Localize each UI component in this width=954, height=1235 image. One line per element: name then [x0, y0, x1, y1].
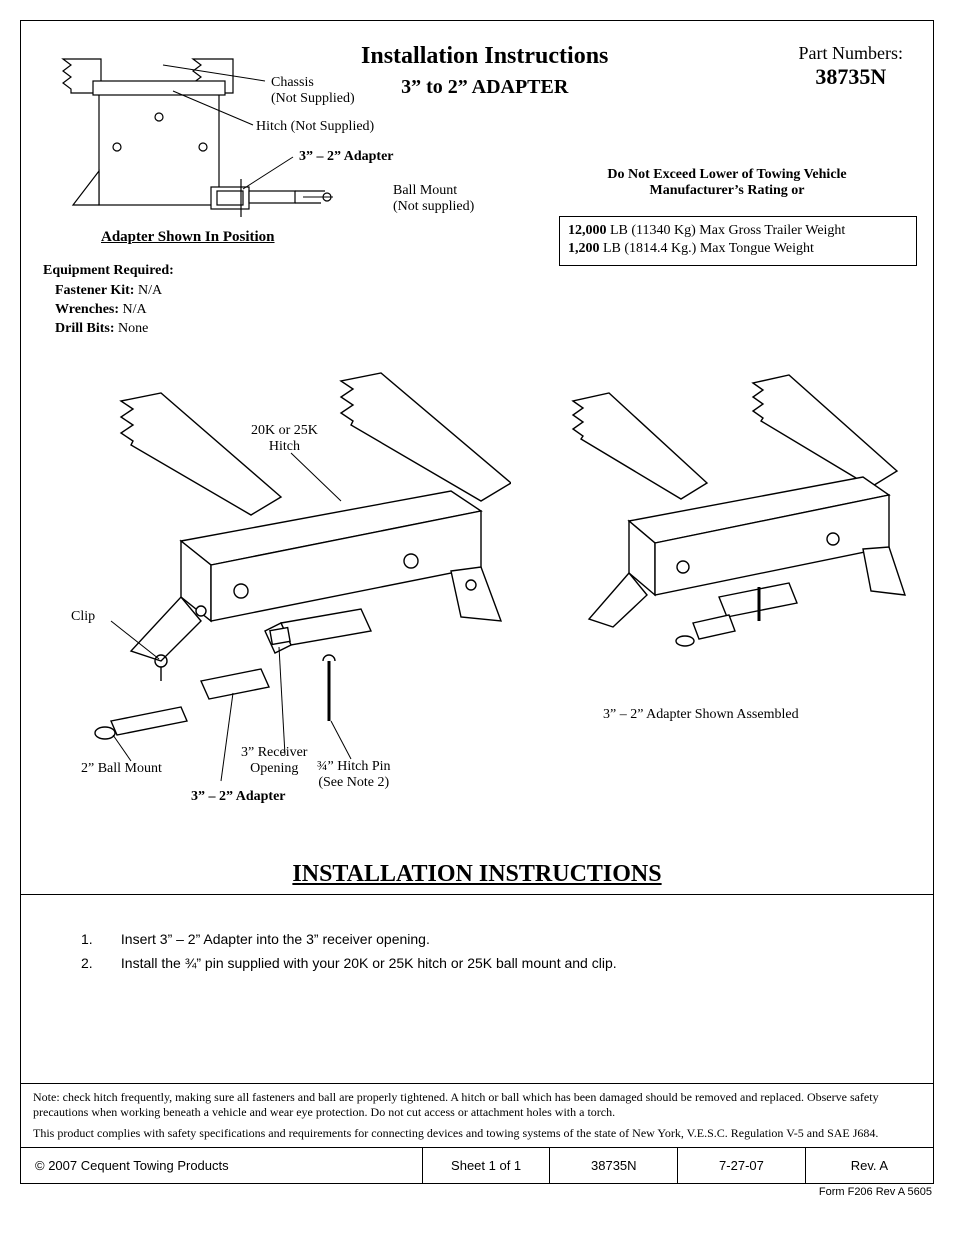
mid-diagram-left: 20K or 25K Hitch Clip 2” Ball Mount 3” –…: [51, 361, 511, 821]
weight-gross-bold: 12,000: [568, 223, 607, 238]
footer-sheet: Sheet 1 of 1: [422, 1148, 550, 1184]
weight-gross-rest: LB (11340 Kg) Max Gross Trailer Weight: [607, 223, 846, 238]
step-1-num: 1.: [81, 931, 117, 947]
small-diagram: Chassis (Not Supplied) Hitch (Not Suppli…: [43, 41, 333, 251]
equipment-fastener-val: N/A: [138, 283, 162, 298]
step-1: 1. Insert 3” – 2” Adapter into the 3” re…: [81, 931, 883, 947]
weight-box: 12,000 LB (11340 Kg) Max Gross Trailer W…: [559, 216, 917, 266]
footer-date: 7-27-07: [678, 1148, 806, 1184]
page: Installation Instructions 3” to 2” ADAPT…: [20, 20, 934, 1184]
equipment-block: Equipment Required: Fastener Kit: N/A Wr…: [43, 263, 174, 340]
equipment-fastener-label: Fastener Kit:: [55, 283, 134, 298]
callout-pin-text: ¾” Hitch Pin (See Note 2): [317, 759, 391, 790]
callout-chassis-text: Chassis: [271, 75, 314, 90]
equipment-wrenches: Wrenches: N/A: [55, 302, 174, 318]
callout-ballmount: Ball Mount (Not supplied): [393, 183, 474, 215]
callout-receiver-text: 3” Receiver Opening: [241, 745, 307, 776]
part-number: 38735N: [799, 64, 903, 90]
warning-text: Do Not Exceed Lower of Towing Vehicle Ma…: [577, 167, 877, 199]
callout-hitch: Hitch (Not Supplied): [256, 119, 374, 135]
title-main: Installation Instructions: [361, 43, 608, 70]
equipment-drill: Drill Bits: None: [55, 321, 174, 337]
equipment-drill-label: Drill Bits:: [55, 321, 115, 336]
footer-copyright: © 2007 Cequent Towing Products: [21, 1148, 422, 1184]
step-2-text: Install the ¾” pin supplied with your 20…: [121, 955, 617, 971]
mid-diagram-right: 3” – 2” Adapter Shown Assembled: [533, 361, 913, 741]
callout-ballmount-ns: (Not supplied): [393, 199, 474, 214]
callout-clip: Clip: [71, 609, 95, 625]
mid-section: 20K or 25K Hitch Clip 2” Ball Mount 3” –…: [21, 361, 933, 851]
title-block: Installation Instructions 3” to 2” ADAPT…: [361, 43, 608, 99]
weight-tongue-bold: 1,200: [568, 241, 600, 256]
step-2-num: 2.: [81, 955, 117, 971]
small-diagram-caption: Adapter Shown In Position: [101, 229, 275, 246]
equipment-drill-val: None: [118, 321, 148, 336]
equipment-wrenches-val: N/A: [123, 302, 147, 317]
steps-block: 1. Insert 3” – 2” Adapter into the 3” re…: [21, 895, 933, 1083]
callout-2in-ball: 2” Ball Mount: [81, 761, 162, 777]
equipment-fastener: Fastener Kit: N/A: [55, 283, 174, 299]
callout-adapter-big: 3” – 2” Adapter: [191, 789, 286, 805]
weight-gross: 12,000 LB (11340 Kg) Max Gross Trailer W…: [568, 223, 908, 239]
callout-receiver: 3” Receiver Opening: [241, 745, 307, 777]
instructions-header: INSTALLATION INSTRUCTIONS: [21, 861, 933, 888]
step-1-text: Insert 3” – 2” Adapter into the 3” recei…: [121, 931, 430, 947]
callout-pin: ¾” Hitch Pin (See Note 2): [317, 759, 391, 791]
callout-chassis-ns: (Not Supplied): [271, 91, 355, 106]
callout-hitch-big: 20K or 25K Hitch: [251, 423, 318, 455]
weight-tongue-rest: LB (1814.4 Kg.) Max Tongue Weight: [600, 241, 814, 256]
compliance-text: This product complies with safety specif…: [21, 1124, 933, 1147]
callout-adapter: 3” – 2” Adapter: [299, 149, 394, 165]
part-label: Part Numbers:: [799, 43, 903, 64]
callout-ballmount-text: Ball Mount: [393, 183, 457, 198]
footer-part: 38735N: [550, 1148, 678, 1184]
mid-right-caption: 3” – 2” Adapter Shown Assembled: [603, 707, 799, 723]
equipment-wrenches-label: Wrenches:: [55, 302, 119, 317]
note-text: Note: check hitch frequently, making sur…: [21, 1083, 933, 1124]
callout-chassis: Chassis (Not Supplied): [271, 75, 355, 107]
top-section: Installation Instructions 3” to 2” ADAPT…: [21, 21, 933, 361]
form-id: Form F206 Rev A 5605: [20, 1186, 932, 1198]
footer-rev: Rev. A: [805, 1148, 933, 1184]
step-2: 2. Install the ¾” pin supplied with your…: [81, 955, 883, 971]
footer-table: © 2007 Cequent Towing Products Sheet 1 o…: [21, 1147, 933, 1183]
part-block: Part Numbers: 38735N: [799, 43, 903, 90]
weight-tongue: 1,200 LB (1814.4 Kg.) Max Tongue Weight: [568, 241, 908, 257]
equipment-header: Equipment Required:: [43, 263, 174, 279]
title-sub: 3” to 2” ADAPTER: [361, 76, 608, 99]
callout-hitch-big-text: 20K or 25K Hitch: [251, 423, 318, 454]
